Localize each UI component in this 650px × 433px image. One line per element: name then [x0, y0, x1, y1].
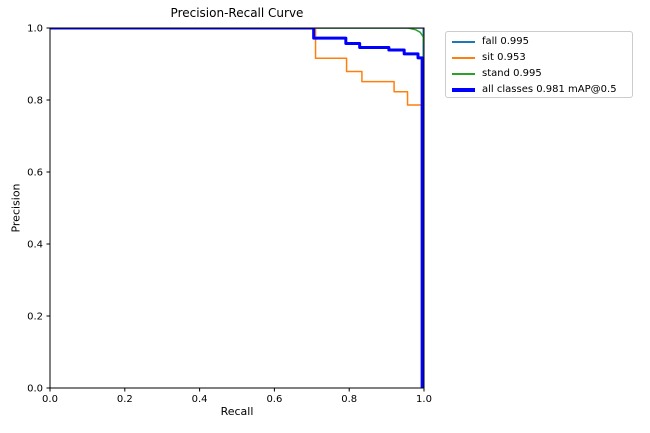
y-tick-label: 1.0 — [27, 24, 43, 35]
legend-item-sit: sit 0.953 — [452, 50, 632, 66]
legend-label-fall: fall 0.995 — [482, 36, 530, 47]
legend-label-stand: stand 0.995 — [482, 68, 542, 79]
legend-item-stand: stand 0.995 — [452, 66, 632, 82]
axes-spines — [49, 27, 425, 389]
legend-label-all-classes: all classes 0.981 mAP@0.5 — [482, 84, 617, 95]
chart-title: Precision-Recall Curve — [170, 6, 304, 20]
curve-all-classes — [50, 28, 424, 388]
curves-group — [50, 28, 424, 388]
x-axis-label: Recall — [220, 405, 254, 418]
y-tick-label: 0.8 — [27, 96, 43, 107]
x-tick-label: 1.0 — [416, 394, 432, 405]
legend-line-swatch-stand — [452, 73, 475, 75]
legend-line-swatch-all-classes — [452, 88, 475, 92]
x-tick-label: 0.0 — [42, 394, 58, 405]
y-tick-label: 0.0 — [27, 384, 43, 395]
legend-item-fall: fall 0.995 — [452, 34, 632, 50]
legend: fall 0.995 sit 0.953 stand 0.995 all cla… — [445, 31, 633, 98]
curve-stand — [50, 28, 424, 388]
legend-item-all-classes: all classes 0.981 mAP@0.5 — [452, 82, 632, 98]
x-tick-label: 0.6 — [266, 394, 282, 405]
y-axis-label: Precision — [9, 183, 23, 233]
y-tick-label: 0.6 — [27, 168, 43, 179]
x-tick-label: 0.4 — [192, 394, 208, 405]
legend-line-swatch-sit — [452, 57, 475, 59]
curve-sit — [50, 28, 424, 388]
legend-line-swatch-fall — [452, 41, 475, 43]
legend-label-sit: sit 0.953 — [482, 52, 526, 63]
y-tick-label: 0.2 — [27, 312, 43, 323]
x-tick-label: 0.2 — [117, 394, 133, 405]
y-tick-label: 0.4 — [27, 240, 43, 251]
x-tick-label: 0.8 — [341, 394, 357, 405]
